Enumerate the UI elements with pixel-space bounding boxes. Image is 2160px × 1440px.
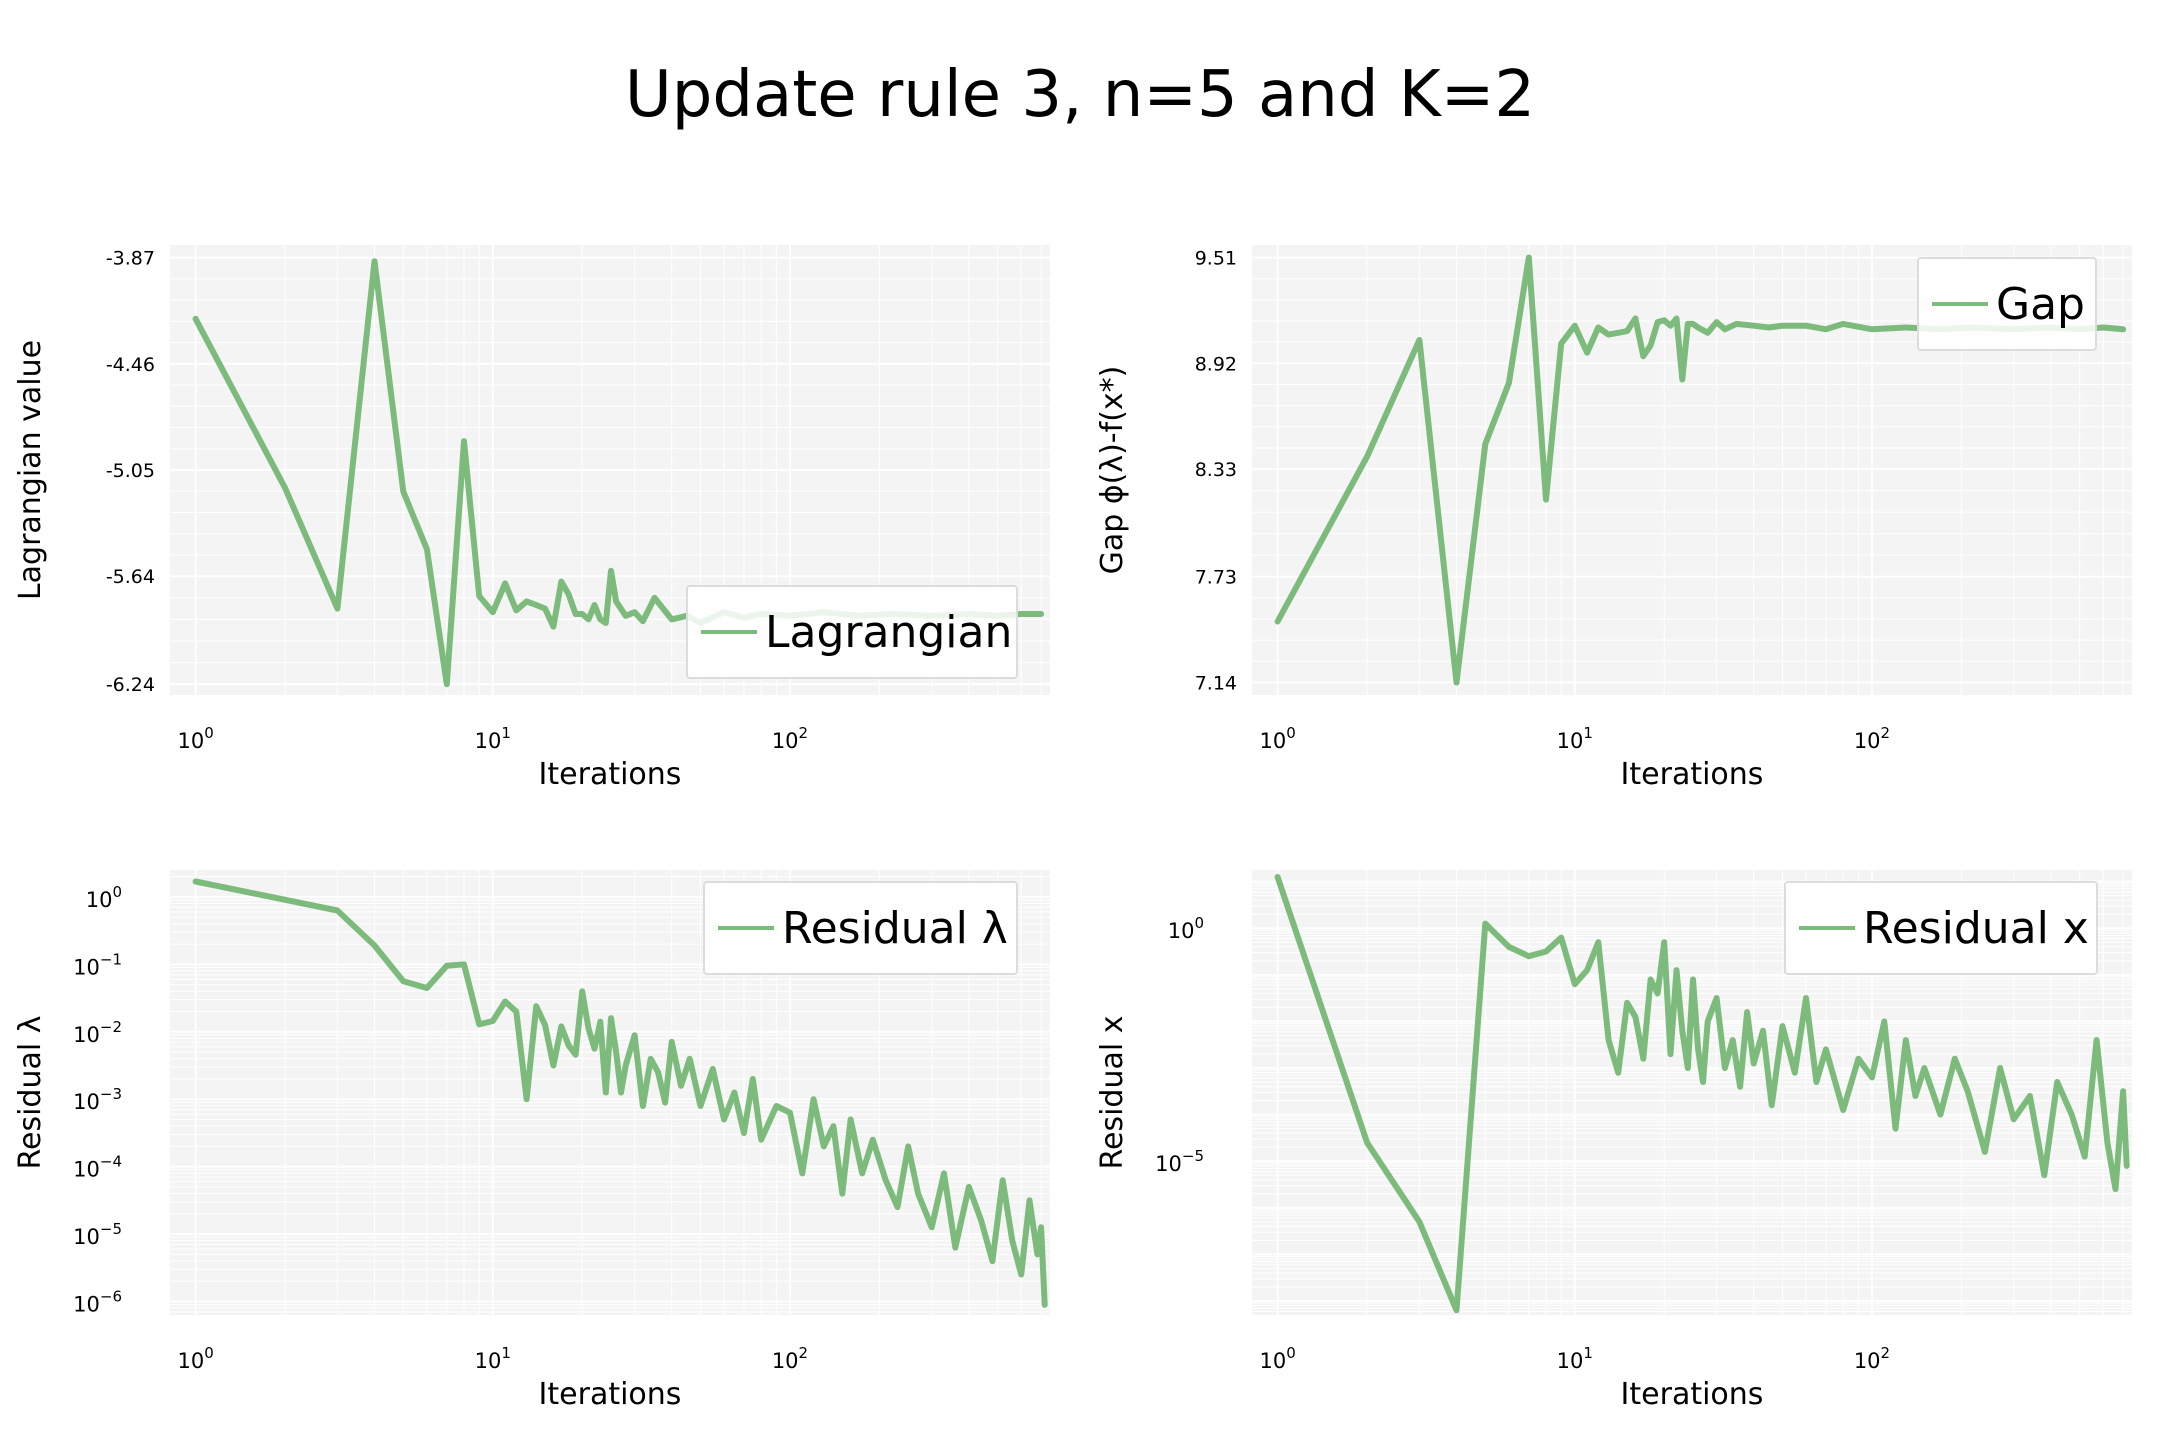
y-tick-label: 10−5	[1155, 1147, 1204, 1176]
y-tick-label: 100	[86, 883, 122, 912]
y-tick-label: 10−3	[73, 1085, 122, 1114]
y-tick-label: 8.33	[1195, 459, 1237, 481]
x-tick-label: 101	[1557, 724, 1593, 753]
legend-label: Residual x	[1863, 903, 2089, 954]
y-tick-label: -6.24	[106, 674, 155, 696]
y-tick-label: 9.51	[1195, 248, 1237, 270]
figure-title: Update rule 3, n=5 and K=2	[624, 58, 1536, 132]
chart-gap: 100 101 102 7.14 7.73 8.33 8.92 9.51 Iterations G…	[1095, 245, 2132, 792]
x-tick-label: 101	[475, 724, 511, 753]
y-axis-label: Gap ϕ(λ)-f(x*)	[1095, 366, 1130, 575]
y-tick-label: 10−6	[73, 1288, 122, 1317]
y-tick-label: 10−1	[73, 950, 122, 979]
series-line	[192, 878, 1048, 1308]
x-tick-label: 102	[1854, 724, 1890, 753]
y-tick-label: 8.92	[1195, 353, 1237, 375]
legend-label: Residual λ	[782, 903, 1008, 954]
y-tick-label: -5.64	[106, 566, 155, 588]
legend: Residual λ	[703, 881, 1018, 975]
y-tick-label: 10−5	[73, 1220, 122, 1249]
y-tick-label: 100	[1168, 914, 1204, 943]
legend-box	[703, 881, 1018, 975]
x-tick-label: 102	[772, 724, 808, 753]
legend: Lagrangian	[686, 585, 1018, 679]
x-tick-label: 102	[772, 1344, 808, 1373]
legend: Gap	[1917, 257, 2097, 351]
x-tick-label: 100	[1259, 724, 1295, 753]
x-tick-label: 101	[1557, 1344, 1593, 1373]
x-tick-label: 100	[177, 724, 213, 753]
y-tick-label: 10−4	[73, 1153, 122, 1182]
legend-label: Gap	[1996, 279, 2085, 330]
legend-box	[1784, 881, 2098, 975]
legend-label: Lagrangian	[765, 607, 1012, 658]
x-tick-label: 100	[177, 1344, 213, 1373]
series-line	[1274, 254, 2127, 686]
chart-lagrangian: 100 101 102 -6.24 -5.64 -5.05 -4.46 -3.87 Iterat…	[13, 245, 1050, 792]
chart-residual-lambda: 100 101 102 100 10−1 10−2 10−3 10−4 10−5 10−6 Iter…	[13, 870, 1050, 1412]
x-tick-label: 102	[1854, 1344, 1890, 1373]
legend-box	[686, 585, 1018, 679]
y-tick-label: 10−2	[73, 1018, 122, 1047]
y-tick-label: 7.73	[1195, 567, 1237, 589]
x-axis-label: Iterations	[1621, 1377, 1764, 1412]
y-axis-label: Residual λ	[13, 1016, 48, 1170]
y-tick-label: -3.87	[106, 248, 155, 270]
x-axis-label: Iterations	[1621, 757, 1764, 792]
x-tick-label: 100	[1259, 1344, 1295, 1373]
x-axis-label: Iterations	[539, 1377, 682, 1412]
y-tick-label: 7.14	[1195, 672, 1237, 694]
y-tick-label: -5.05	[106, 460, 155, 482]
y-axis-label: Lagrangian value	[13, 340, 48, 600]
x-tick-label: 101	[475, 1344, 511, 1373]
y-axis-label: Residual x	[1095, 1016, 1130, 1170]
chart-residual-x: 100 101 102 100 10−5 Iterations Residual x Resi…	[1095, 870, 2132, 1412]
grid	[1252, 870, 2132, 1315]
series-line	[1274, 874, 2130, 1314]
y-tick-label: -4.46	[106, 354, 155, 376]
legend: Residual x	[1784, 881, 2098, 975]
x-axis-label: Iterations	[539, 757, 682, 792]
legend-box	[1917, 257, 2097, 351]
